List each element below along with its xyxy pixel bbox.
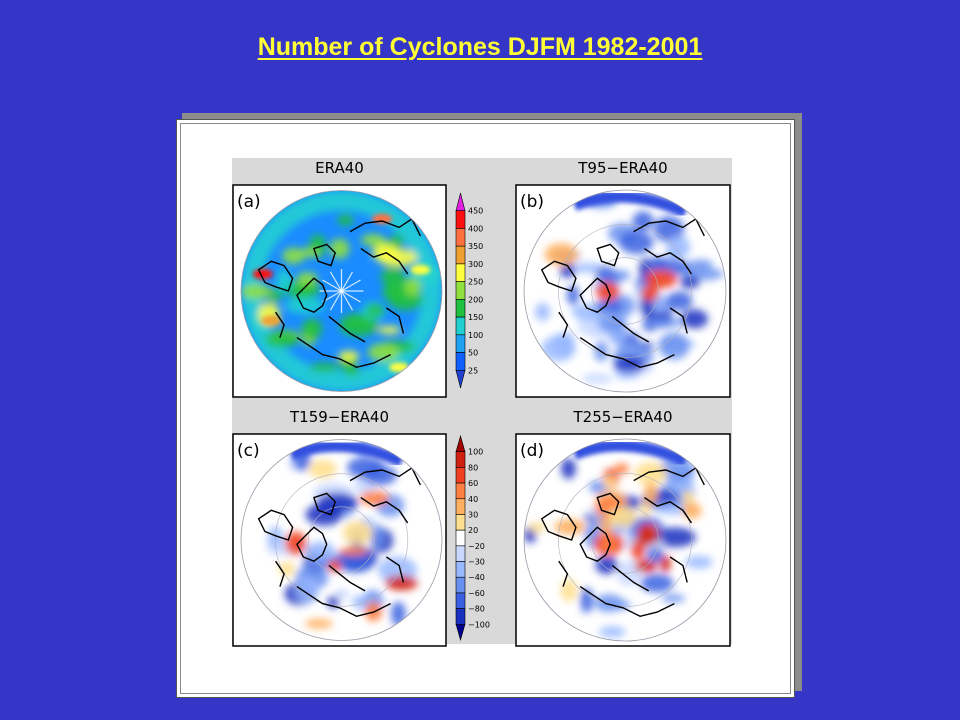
colorbar-difference-swatch <box>455 561 466 578</box>
colorbar-difference-swatch <box>455 451 466 468</box>
colorbar-difference-tick: −100 <box>468 620 490 629</box>
colorbar-difference-swatch <box>455 529 466 547</box>
colorbar-absolute-swatch <box>455 245 466 265</box>
colorbar-absolute-swatch <box>455 369 466 389</box>
colorbar-difference-swatch <box>455 608 466 625</box>
slide-title: Number of Cyclones DJFM 1982-2001 <box>257 33 703 61</box>
colorbar-difference-swatch <box>455 592 466 609</box>
colorbar-absolute-swatch <box>455 210 466 229</box>
colorbar-absolute-swatch <box>455 228 466 247</box>
colorbar-difference-tick: −30 <box>468 558 485 567</box>
panel-c-map <box>241 439 442 641</box>
colorbar-difference-tick: 100 <box>468 448 483 457</box>
colorbar-absolute-tick: 200 <box>468 295 483 304</box>
panel-d-title: T255−ERA40 <box>572 408 672 426</box>
colorbar-difference-tick: −20 <box>468 542 485 551</box>
colorbar-difference-swatch <box>455 467 466 484</box>
panel-c: T159−ERA40 (c) <box>232 408 447 647</box>
colorbar-absolute-tick: 350 <box>468 242 483 251</box>
colorbar-difference-swatch <box>455 498 466 515</box>
colorbar-absolute-tick: 400 <box>468 224 483 233</box>
colorbar-difference-swatch <box>455 624 466 642</box>
panel-b: T95−ERA40 (b) <box>515 159 731 398</box>
colorbar-difference-tick: 60 <box>468 479 478 488</box>
colorbar-absolute-swatch <box>455 316 466 336</box>
colorbar-absolute-tick: 150 <box>468 313 483 322</box>
colorbar-difference-swatch <box>455 576 466 594</box>
colorbar-difference: 100 80 60 40 30 20 −20 −30 −40 −60 −80 −100 <box>455 434 490 642</box>
colorbar-absolute-tick: 25 <box>468 366 478 375</box>
panel-c-title: T159−ERA40 <box>289 408 389 426</box>
colorbar-absolute-tick: 250 <box>468 278 483 287</box>
colorbar-absolute-swatch <box>455 352 466 371</box>
colorbar-difference-tick: −60 <box>468 589 485 598</box>
panel-d-label: (d) <box>520 441 544 461</box>
panel-b-map <box>524 190 726 392</box>
colorbar-absolute-tick: 50 <box>468 349 478 358</box>
panel-a-title: ERA40 <box>315 159 364 177</box>
colorbar-absolute-tick: 450 <box>468 207 483 216</box>
colorbar-absolute-tick: 100 <box>468 331 483 340</box>
panel-a: ERA40 (a) <box>232 159 447 398</box>
colorbar-absolute-tick: 300 <box>468 260 483 269</box>
colorbar-difference-tick: −40 <box>468 573 485 582</box>
panel-b-title: T95−ERA40 <box>577 159 667 177</box>
panel-d-map <box>524 439 726 641</box>
colorbar-absolute-swatch <box>455 281 466 300</box>
panel-c-label: (c) <box>237 441 260 461</box>
colorbar-difference-swatch <box>455 545 466 562</box>
panel-a-label: (a) <box>237 192 261 212</box>
panel-a-map <box>241 190 442 392</box>
colorbar-absolute-swatch <box>455 263 466 282</box>
colorbar-difference-tick: 80 <box>468 463 478 472</box>
colorbar-absolute: 450 400 350 300 250 200 150 100 50 25 <box>455 192 483 389</box>
colorbar-absolute-swatch <box>455 299 466 318</box>
colorbar-absolute-swatch <box>455 334 466 353</box>
colorbar-difference-tick: 30 <box>468 510 478 519</box>
colorbar-difference-swatch <box>455 482 466 500</box>
colorbar-difference-tick: 20 <box>468 526 478 535</box>
panel-b-label: (b) <box>520 192 544 212</box>
colorbar-difference-tick: −80 <box>468 605 485 614</box>
colorbar-difference-tick: 40 <box>468 495 478 504</box>
panel-d: T255−ERA40 (d) <box>515 408 731 647</box>
colorbar-difference-swatch <box>455 514 466 531</box>
